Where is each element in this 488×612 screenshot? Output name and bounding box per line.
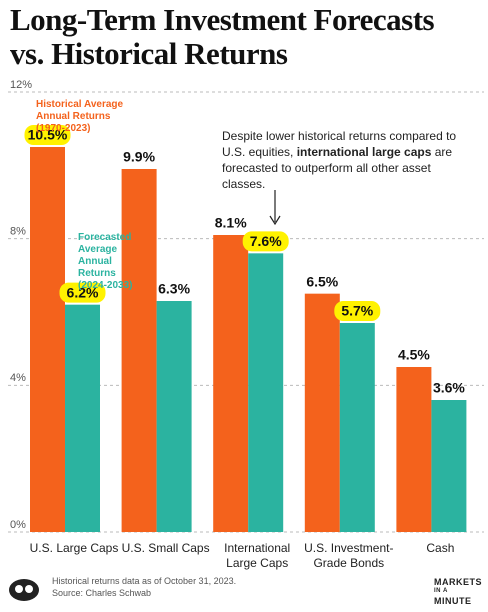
value-label: 6.5% xyxy=(306,273,338,289)
bar xyxy=(65,304,100,532)
bar xyxy=(121,169,157,532)
y-tick-label: 4% xyxy=(10,372,26,384)
label-highlight xyxy=(59,282,106,303)
logo-text: IN A xyxy=(434,588,448,594)
value-label: 6.2% xyxy=(67,284,99,300)
annotation-arrowhead xyxy=(269,215,281,226)
bar xyxy=(304,293,340,532)
x-tick-label: U.S. Small Caps xyxy=(121,541,210,555)
logo-icon xyxy=(9,579,39,601)
value-label: 5.7% xyxy=(341,303,373,319)
series-label: Forecasted Average Annual Returns (2024-… xyxy=(78,232,133,291)
footnote: Historical returns data as of October 31… xyxy=(52,576,237,586)
title: vs. Historical Returns xyxy=(10,36,288,71)
logo-text: MINUTE xyxy=(434,596,472,606)
bar xyxy=(431,400,467,532)
label-highlight xyxy=(242,231,289,252)
value-label: 4.5% xyxy=(398,347,430,363)
label-highlight xyxy=(334,301,381,321)
x-tick-label: U.S. Large Caps xyxy=(29,541,119,555)
series-label: Historical Average Annual Returns (1970-… xyxy=(36,99,124,134)
logo-text: MARKETS xyxy=(434,577,482,587)
y-tick-label: 12% xyxy=(10,79,32,91)
value-label: 8.1% xyxy=(215,215,247,231)
value-label: 6.3% xyxy=(158,281,190,297)
value-label: 10.5% xyxy=(28,127,68,143)
logo-icon-eye xyxy=(15,585,23,593)
y-tick-label: 0% xyxy=(10,519,26,531)
annotation-text: are forecasted to outperform all other a… xyxy=(222,145,453,191)
bar xyxy=(30,147,65,532)
value-label: 3.6% xyxy=(433,380,465,396)
annotation-text: international large caps xyxy=(296,145,432,159)
bar xyxy=(156,301,192,532)
source: Source: Charles Schwab xyxy=(52,588,152,598)
x-tick-label: Cash xyxy=(426,541,455,555)
bar xyxy=(396,367,432,532)
title: Long-Term Investment Forecasts xyxy=(10,2,435,37)
annotation: Despite lower historical returns compare… xyxy=(222,128,458,192)
value-label: 7.6% xyxy=(250,233,282,249)
x-tick-label: International Large Caps xyxy=(224,541,291,570)
x-tick-label: U.S. Investment-Grade Bonds xyxy=(304,541,394,570)
bar xyxy=(339,323,375,532)
label-highlight xyxy=(24,125,71,145)
logo-icon-eye xyxy=(25,585,33,593)
annotation-text: Despite lower historical returns compare… xyxy=(222,129,457,159)
value-label: 9.9% xyxy=(123,149,155,165)
bar xyxy=(213,235,249,532)
bar xyxy=(248,253,284,533)
y-tick-label: 8% xyxy=(10,226,26,238)
